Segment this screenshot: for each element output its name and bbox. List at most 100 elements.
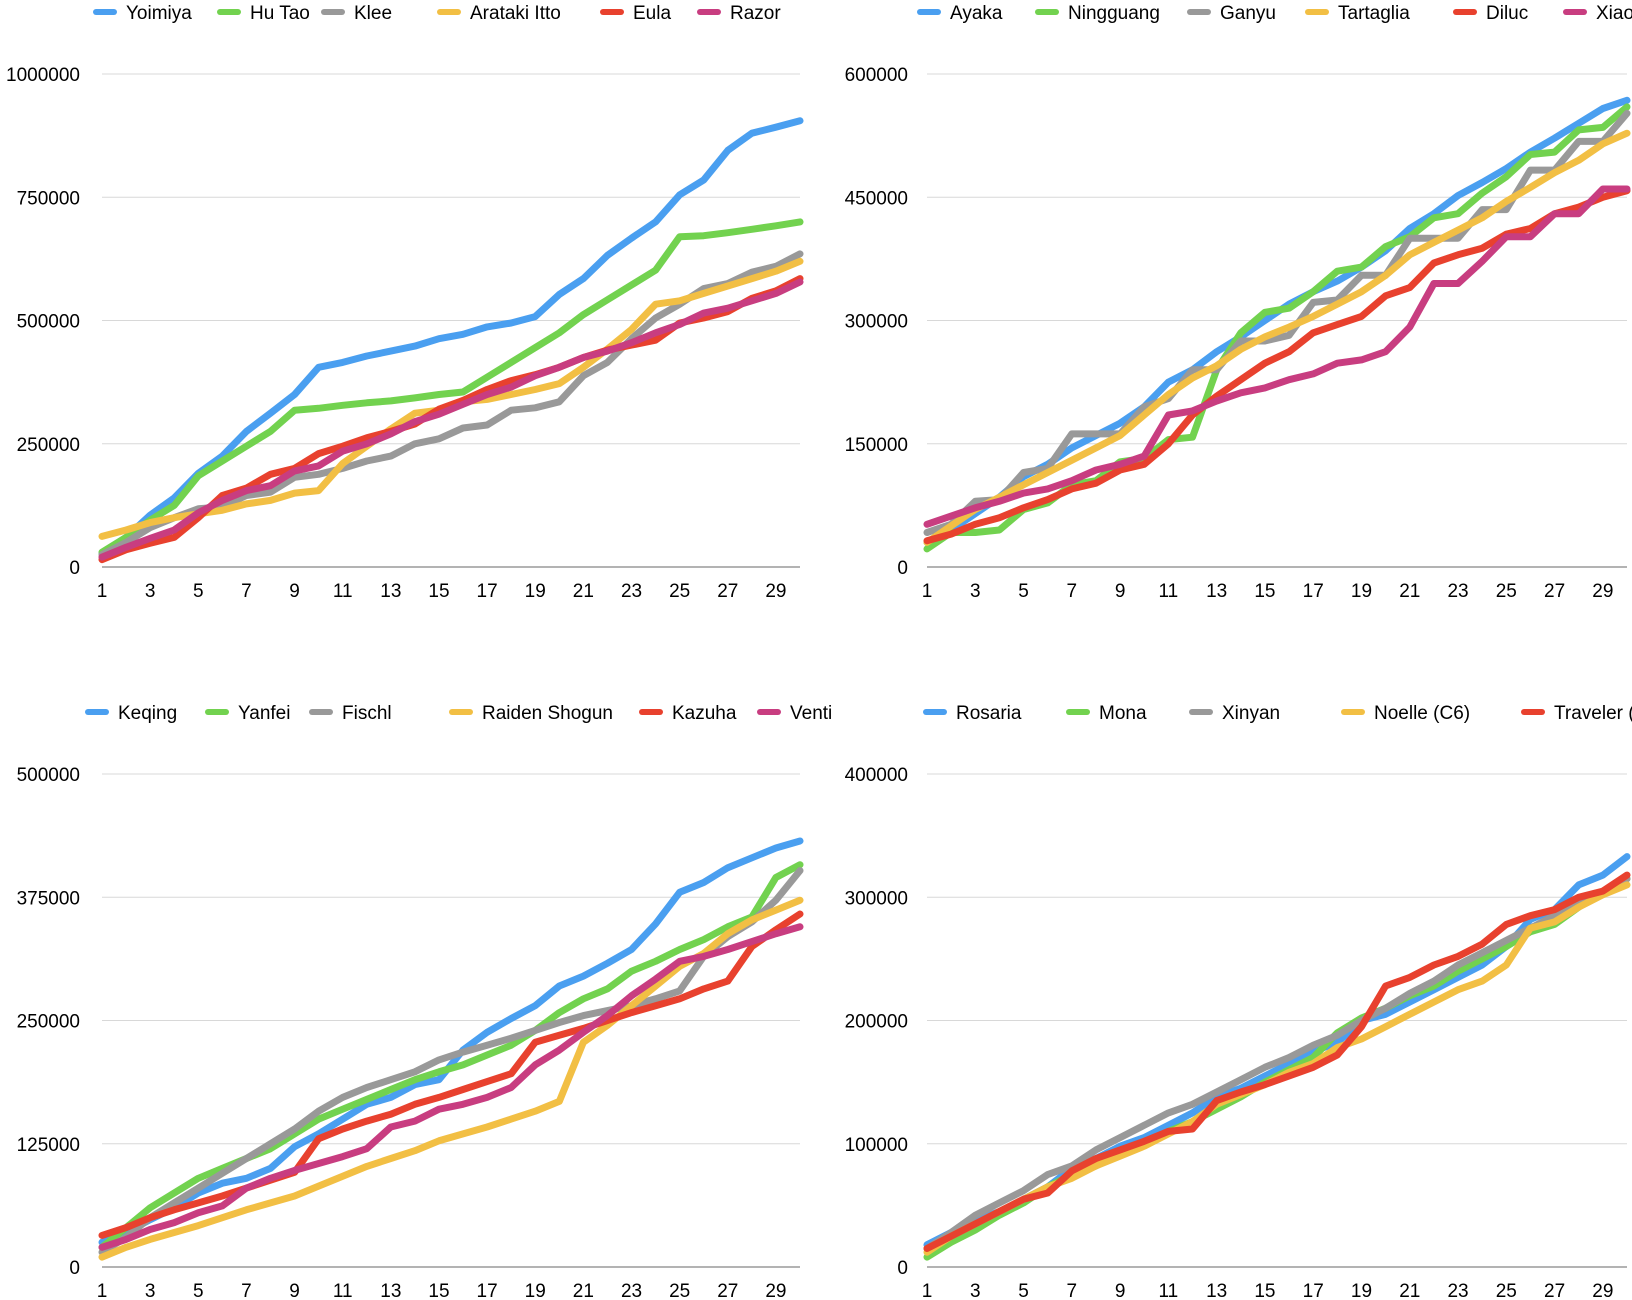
x-tick-label: 13 [380,581,401,602]
x-tick-label: 9 [1115,1281,1126,1300]
legend-item: Eula [600,3,671,24]
legend-item: Kazuha [639,703,737,724]
x-tick-label: 25 [1496,581,1517,602]
legend-label: Eula [633,3,671,24]
legend-item: Ganyu [1187,3,1276,24]
legend-label: Tartaglia [1338,3,1410,24]
y-tick-label: 500000 [17,312,80,333]
series-line-hu-tao [98,218,804,556]
x-tick-label: 25 [1496,1281,1517,1300]
x-tick-label: 21 [573,581,594,602]
legend-label: Hu Tao [250,3,310,24]
legend-item: Raiden Shogun [449,703,613,724]
x-tick-label: 11 [333,1281,353,1300]
x-tick-label: 27 [1544,1281,1565,1300]
y-tick-label: 250000 [17,435,80,456]
x-tick-label: 11 [1159,581,1179,602]
legend-item: Xiao [1563,3,1632,24]
x-tick-label: 1 [922,1281,933,1300]
legend-label: Arataki Itto [470,3,561,24]
legend-item: Arataki Itto [437,3,561,24]
y-tick-label: 0 [897,558,908,579]
x-tick-label: 19 [1351,581,1372,602]
x-tick-label: 27 [717,581,738,602]
series-line-fischl [98,867,804,1256]
x-tick-label: 7 [1067,1281,1078,1300]
x-tick-label: 27 [717,1281,738,1300]
x-tick-label: 29 [1592,1281,1613,1300]
legend-item: Klee [321,3,392,24]
y-tick-label: 750000 [17,188,80,209]
x-tick-label: 13 [1206,1281,1227,1300]
x-tick-label: 25 [669,1281,690,1300]
x-tick-label: 1 [97,581,108,602]
x-tick-label: 21 [573,1281,594,1300]
x-tick-label: 3 [145,1281,156,1300]
x-tick-label: 17 [1303,1281,1324,1300]
y-tick-label: 400000 [845,765,908,786]
y-tick-label: 600000 [845,65,908,86]
series-line-raiden-shogun [98,896,804,1261]
x-tick-label: 13 [1206,581,1227,602]
y-tick-label: 0 [69,1258,80,1279]
legend-label: Klee [354,3,392,24]
legend-label: Fischl [342,703,392,724]
y-tick-label: 375000 [17,888,80,909]
legend-item: Ayaka [917,3,1003,24]
x-tick-label: 7 [241,1281,252,1300]
x-tick-label: 3 [970,581,981,602]
x-tick-label: 5 [193,581,204,602]
legend-label: Razor [730,3,781,24]
legend-item: Traveler (Geo) [1521,703,1632,724]
legend-label: Xinyan [1222,703,1280,724]
x-tick-label: 1 [922,581,933,602]
x-tick-label: 3 [970,1281,981,1300]
legend-label: Raiden Shogun [482,703,613,724]
legend-label: Ganyu [1220,3,1276,24]
x-tick-label: 7 [1067,581,1078,602]
legend-item: Venti [757,703,832,724]
x-tick-label: 29 [765,581,786,602]
legend-label: Traveler (Geo) [1554,703,1632,724]
legend-label: Ningguang [1068,3,1160,24]
legend-label: Keqing [118,703,177,724]
series-line-xiao [923,185,1631,528]
x-tick-label: 17 [477,1281,498,1300]
series-line-kazuha [98,910,804,1239]
y-tick-label: 0 [897,1258,908,1279]
series-line-arataki-itto [98,257,804,540]
x-tick-label: 15 [1254,1281,1275,1300]
series-line-tartaglia [923,129,1631,546]
legend-label: Venti [790,703,832,724]
y-tick-label: 250000 [17,1012,80,1033]
x-tick-label: 15 [1254,581,1275,602]
legend-item: Rosaria [923,703,1022,724]
series-line-xinyan [923,875,1631,1252]
legend-label: Yanfei [238,703,290,724]
legend-label: Diluc [1486,3,1528,24]
y-tick-label: 500000 [17,765,80,786]
legend-label: Noelle (C6) [1374,703,1470,724]
x-tick-label: 5 [1018,581,1029,602]
series-line-venti [98,923,804,1251]
x-tick-label: 27 [1544,581,1565,602]
legend-item: Yanfei [205,703,290,724]
legend-item: Yoimiya [93,3,192,24]
x-tick-label: 15 [428,581,449,602]
legend-item: Keqing [85,703,177,724]
y-tick-label: 100000 [845,1135,908,1156]
x-tick-label: 21 [1399,581,1420,602]
legend-item: Hu Tao [217,3,310,24]
x-tick-label: 15 [428,1281,449,1300]
legend-item: Mona [1066,703,1147,724]
y-tick-label: 150000 [845,435,908,456]
x-tick-label: 19 [525,1281,546,1300]
legend-label: Mona [1099,703,1147,724]
x-tick-label: 13 [380,1281,401,1300]
x-tick-label: 9 [289,581,300,602]
x-tick-label: 11 [1159,1281,1179,1300]
